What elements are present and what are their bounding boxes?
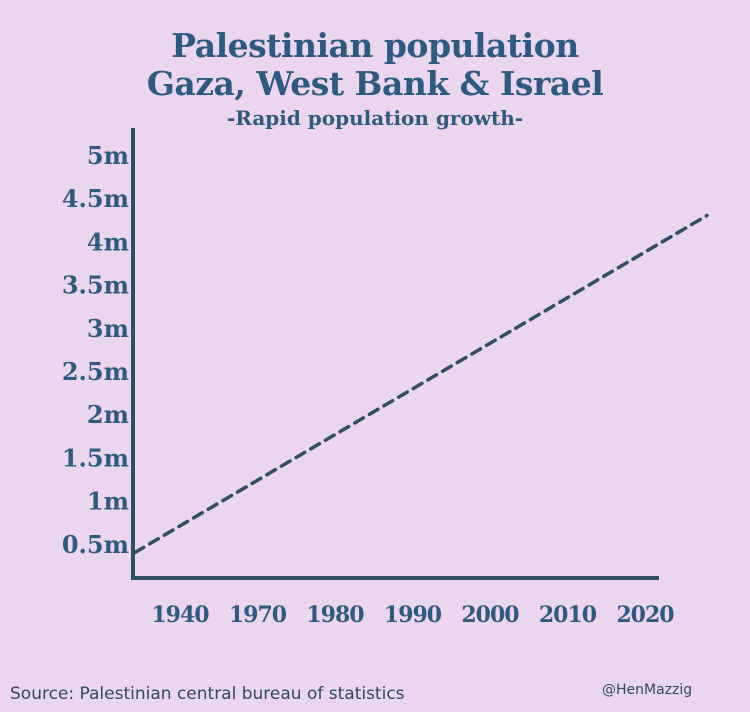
x-tick-label: 2000 [461, 602, 519, 628]
y-tick-label: 5m [87, 141, 129, 170]
x-tick-label: 1980 [306, 602, 364, 628]
y-tick-label: 2m [87, 400, 129, 429]
y-tick-label: 2.5m [62, 357, 129, 386]
x-tick-label: 1970 [229, 602, 287, 628]
chart-title: Palestinian population [171, 26, 579, 65]
y-tick-label: 3m [87, 314, 129, 343]
y-tick-label: 4.5m [62, 184, 129, 213]
author-handle: @HenMazzig [602, 682, 693, 698]
chart-subtitle: -Rapid population growth- [226, 106, 524, 130]
y-tick-label: 3.5m [62, 271, 129, 300]
x-tick-label: 2020 [616, 602, 674, 628]
y-tick-label: 1m [87, 487, 129, 516]
chart-title-line2: Gaza, West Bank & Israel [146, 64, 604, 103]
x-tick-label: 2010 [539, 602, 597, 628]
y-tick-label: 1.5m [62, 443, 129, 472]
y-tick-label: 0.5m [62, 530, 129, 559]
x-tick-label: 1940 [151, 602, 209, 628]
series-line [133, 213, 709, 555]
x-tick-label: 1990 [384, 602, 442, 628]
source-note: Source: Palestinian central bureau of st… [10, 684, 405, 704]
y-tick-label: 4m [87, 227, 129, 256]
